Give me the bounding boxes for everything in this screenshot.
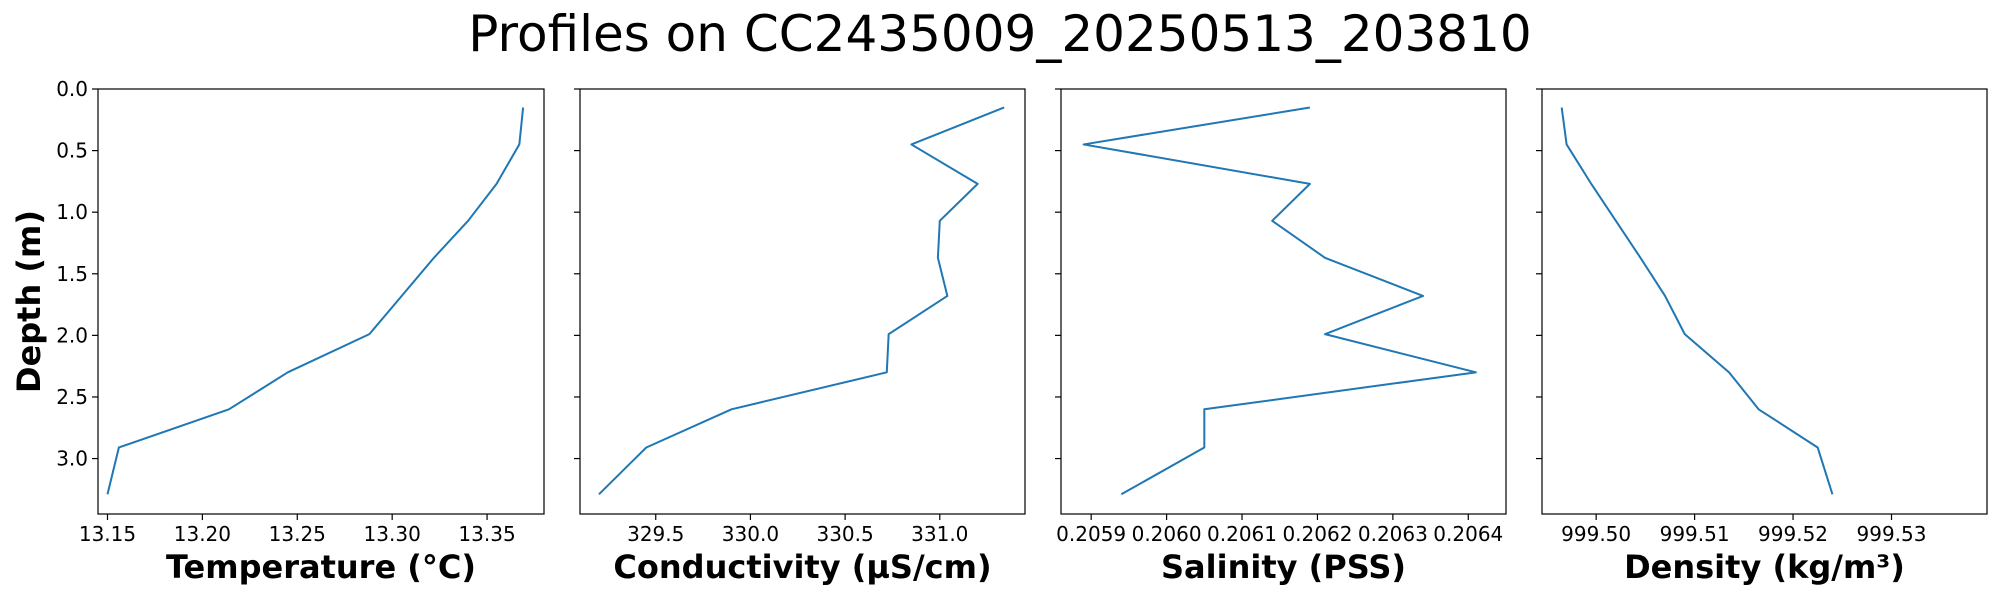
ytick-label-3: 1.0: [56, 200, 88, 224]
figure-title: Profiles on CC2435009_20250513_203810: [468, 5, 1532, 63]
y-axis-label: Depth (m): [10, 210, 48, 393]
x-axis-label-1: Temperature (°C): [166, 548, 476, 586]
xtick-label-3-5: 0.2063: [1358, 522, 1428, 546]
xtick-label-1-4: 13.30: [364, 522, 421, 546]
ytick-label-2: 0.5: [56, 139, 88, 163]
series-line-4: [1560, 107, 1834, 495]
ytick-label-6: 2.5: [56, 385, 88, 409]
xtick-label-3-6: 0.2064: [1433, 522, 1503, 546]
xtick-label-2-3: 330.5: [816, 522, 873, 546]
xtick-label-1-2: 13.20: [174, 522, 231, 546]
xtick-label-3-4: 0.2062: [1282, 522, 1352, 546]
xtick-label-3-3: 0.2061: [1207, 522, 1277, 546]
axes-frame-1: [97, 88, 545, 515]
xtick-label-3-1: 0.2059: [1056, 522, 1126, 546]
ytick-label-1: 0.0: [56, 77, 88, 101]
x-axis-label-3: Salinity (PSS): [1161, 548, 1406, 586]
xtick-label-1-1: 13.15: [79, 522, 136, 546]
x-axis-label-2: Conductivity (µS/cm): [613, 548, 991, 586]
xtick-label-3-2: 0.2060: [1132, 522, 1202, 546]
ytick-label-4: 1.5: [56, 262, 88, 286]
ytick-label-5: 2.0: [56, 323, 88, 347]
xtick-label-4-2: 999.51: [1660, 522, 1730, 546]
xtick-label-2-2: 330.0: [722, 522, 779, 546]
series-line-2: [598, 106, 1005, 496]
xtick-label-2-1: 329.5: [627, 522, 684, 546]
axes-frame-4: [1541, 88, 1988, 515]
x-axis-label-4: Density (kg/m³): [1624, 548, 1905, 586]
xtick-label-4-4: 999.53: [1857, 522, 1927, 546]
series-line-1: [106, 107, 525, 495]
xtick-label-1-3: 13.25: [269, 522, 326, 546]
xtick-label-2-4: 331.0: [911, 522, 968, 546]
axes-frame-2: [579, 88, 1026, 515]
series-line-3: [1082, 106, 1477, 496]
xtick-label-4-3: 999.52: [1758, 522, 1828, 546]
ytick-label-7: 3.0: [56, 447, 88, 471]
xtick-label-1-5: 13.35: [458, 522, 515, 546]
axes-frame-3: [1060, 88, 1507, 515]
xtick-label-4-1: 999.50: [1561, 522, 1631, 546]
